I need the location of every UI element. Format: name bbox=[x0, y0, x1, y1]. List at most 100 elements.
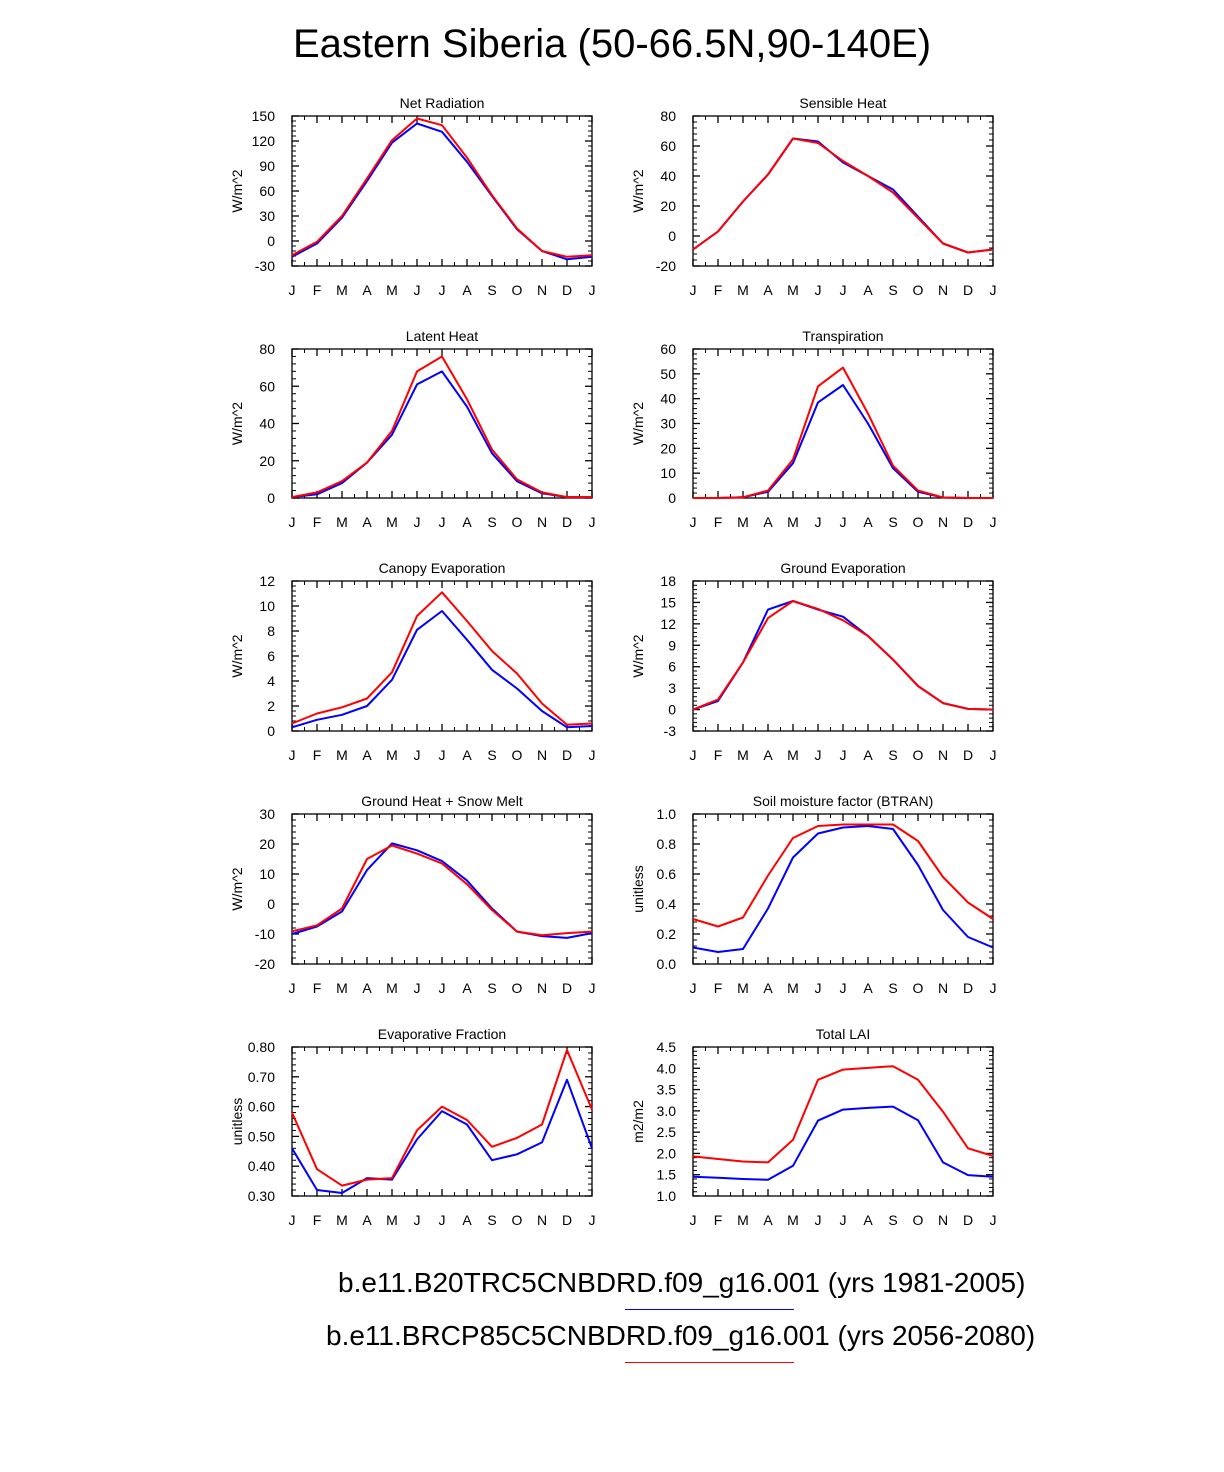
y-tick-label: -20 bbox=[255, 956, 275, 972]
x-tick-label: M bbox=[336, 1212, 348, 1228]
x-tick-label: J bbox=[990, 282, 997, 298]
x-tick-label: S bbox=[888, 980, 897, 996]
y-tick-label: 60 bbox=[660, 138, 676, 154]
y-tick-label: -3 bbox=[664, 723, 677, 739]
x-tick-label: D bbox=[963, 1212, 973, 1228]
series-line-hist bbox=[692, 137, 994, 254]
x-tick-label: O bbox=[512, 980, 523, 996]
x-tick-label: A bbox=[863, 980, 873, 996]
x-tick-label: J bbox=[589, 514, 596, 530]
x-tick-label: A bbox=[462, 282, 472, 298]
x-tick-label: A bbox=[362, 747, 372, 763]
y-tick-label: 30 bbox=[259, 806, 275, 822]
x-tick-label: A bbox=[863, 747, 873, 763]
y-tick-label: 20 bbox=[660, 198, 676, 214]
x-tick-label: J bbox=[589, 747, 596, 763]
x-tick-label: S bbox=[888, 282, 897, 298]
x-tick-label: S bbox=[487, 514, 496, 530]
x-tick-label: J bbox=[840, 747, 847, 763]
panel-title: Transpiration bbox=[802, 328, 883, 344]
y-tick-label: 1.0 bbox=[657, 806, 677, 822]
x-tick-label: N bbox=[537, 282, 547, 298]
x-tick-label: O bbox=[913, 747, 924, 763]
x-tick-label: M bbox=[336, 282, 348, 298]
x-tick-label: J bbox=[815, 980, 822, 996]
y-tick-label: 0.4 bbox=[657, 896, 677, 912]
y-tick-label: 3.0 bbox=[657, 1103, 677, 1119]
x-tick-label: N bbox=[537, 514, 547, 530]
x-tick-label: D bbox=[963, 282, 973, 298]
x-tick-label: M bbox=[386, 514, 398, 530]
y-axis-label: W/m^2 bbox=[229, 169, 245, 212]
x-tick-label: J bbox=[589, 980, 596, 996]
plot-frame bbox=[692, 813, 994, 965]
y-tick-label: 0 bbox=[267, 723, 275, 739]
x-tick-label: A bbox=[462, 1212, 472, 1228]
series-line-future bbox=[291, 1049, 593, 1187]
panel-title: Evaporative Fraction bbox=[378, 1026, 506, 1042]
legend-line-hist bbox=[625, 1309, 794, 1310]
y-tick-label: 12 bbox=[259, 573, 275, 589]
x-tick-label: N bbox=[938, 514, 948, 530]
x-tick-label: J bbox=[840, 980, 847, 996]
y-tick-label: 9 bbox=[668, 637, 676, 653]
y-tick-label: 10 bbox=[259, 598, 275, 614]
x-tick-label: N bbox=[938, 980, 948, 996]
y-axis-label: W/m^2 bbox=[229, 634, 245, 677]
x-tick-label: D bbox=[963, 514, 973, 530]
figure-title: Eastern Siberia (50-66.5N,90-140E) bbox=[292, 22, 932, 66]
series-line-future bbox=[291, 117, 593, 258]
x-tick-label: J bbox=[289, 282, 296, 298]
y-tick-label: 120 bbox=[252, 133, 276, 149]
x-tick-label: J bbox=[815, 747, 822, 763]
x-tick-label: S bbox=[487, 747, 496, 763]
y-tick-label: 150 bbox=[252, 108, 276, 124]
x-tick-label: J bbox=[690, 747, 697, 763]
x-tick-label: J bbox=[840, 282, 847, 298]
series-line-future bbox=[291, 355, 592, 499]
y-tick-label: 0 bbox=[668, 702, 676, 718]
chart-panel-4: J F M A M J J A S O N D J0102030405060TranspirationW… bbox=[630, 328, 997, 530]
x-tick-label: F bbox=[313, 282, 322, 298]
y-tick-label: 4.5 bbox=[657, 1039, 677, 1055]
series-line-future bbox=[693, 366, 993, 499]
x-tick-label: J bbox=[414, 747, 421, 763]
y-axis-label: W/m^2 bbox=[630, 169, 646, 212]
y-tick-label: 2.5 bbox=[657, 1124, 677, 1140]
y-tick-label: 0.40 bbox=[248, 1158, 275, 1174]
x-tick-label: S bbox=[888, 747, 897, 763]
panel-title: Sensible Heat bbox=[799, 95, 886, 111]
y-tick-label: -20 bbox=[656, 258, 676, 274]
y-tick-label: 0.8 bbox=[657, 836, 677, 852]
x-tick-label: D bbox=[963, 747, 973, 763]
series-line-hist bbox=[692, 1105, 994, 1181]
y-tick-label: 30 bbox=[259, 208, 275, 224]
x-tick-label: J bbox=[289, 747, 296, 763]
x-tick-label: M bbox=[336, 747, 348, 763]
y-tick-label: 3 bbox=[668, 680, 676, 696]
plot-frame bbox=[692, 115, 994, 267]
plot-frame bbox=[692, 348, 994, 499]
y-tick-label: 20 bbox=[259, 453, 275, 469]
x-tick-label: J bbox=[589, 282, 596, 298]
series-line-future bbox=[692, 823, 994, 928]
x-tick-label: F bbox=[313, 1212, 322, 1228]
x-tick-label: J bbox=[690, 514, 697, 530]
y-tick-label: -10 bbox=[255, 926, 275, 942]
x-tick-label: D bbox=[963, 980, 973, 996]
chart-panel-9: J F M A M J J A S O N D J0.300.400.500.600.700.80Eva… bbox=[229, 1026, 596, 1228]
y-tick-label: 20 bbox=[660, 440, 676, 456]
x-tick-label: J bbox=[414, 980, 421, 996]
y-tick-label: 80 bbox=[660, 108, 676, 124]
x-tick-label: M bbox=[787, 282, 799, 298]
y-tick-label: 60 bbox=[660, 341, 676, 357]
x-tick-label: J bbox=[439, 282, 446, 298]
y-axis-label: unitless bbox=[229, 1098, 245, 1145]
x-tick-label: M bbox=[386, 747, 398, 763]
y-tick-label: 0.80 bbox=[248, 1039, 275, 1055]
y-tick-label: -30 bbox=[255, 258, 275, 274]
